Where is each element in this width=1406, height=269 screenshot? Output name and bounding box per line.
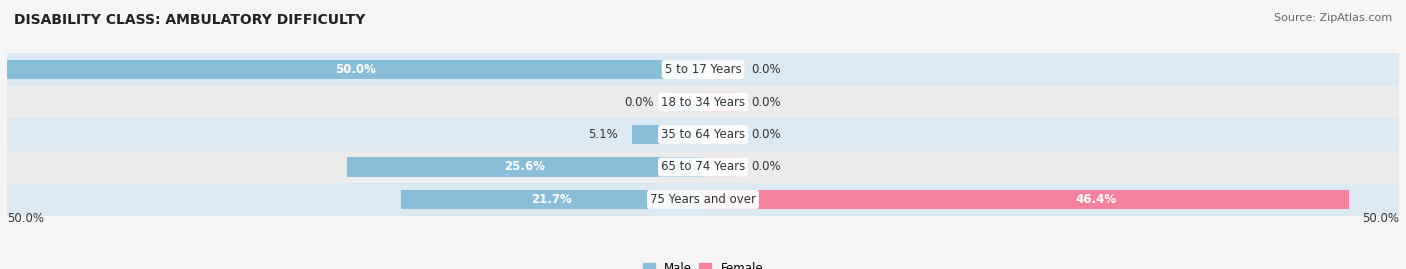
Bar	[347, 157, 703, 177]
Text: 0.0%: 0.0%	[752, 63, 782, 76]
Text: 5 to 17 Years: 5 to 17 Years	[665, 63, 741, 76]
Text: 0.0%: 0.0%	[752, 161, 782, 174]
Bar	[703, 125, 738, 144]
Bar	[7, 60, 703, 79]
Legend: Male, Female: Male, Female	[638, 258, 768, 269]
Bar	[703, 157, 738, 177]
Text: 0.0%: 0.0%	[624, 95, 654, 108]
Bar	[703, 190, 1348, 209]
Text: 35 to 64 Years: 35 to 64 Years	[661, 128, 745, 141]
Bar	[7, 86, 1399, 118]
Bar	[7, 118, 1399, 151]
Bar	[633, 125, 703, 144]
Text: 0.0%: 0.0%	[752, 128, 782, 141]
Text: 50.0%: 50.0%	[1362, 212, 1399, 225]
Text: Source: ZipAtlas.com: Source: ZipAtlas.com	[1274, 13, 1392, 23]
Text: 75 Years and over: 75 Years and over	[650, 193, 756, 206]
Bar	[7, 151, 1399, 183]
Text: 18 to 34 Years: 18 to 34 Years	[661, 95, 745, 108]
Bar	[401, 190, 703, 209]
Text: 25.6%: 25.6%	[505, 161, 546, 174]
Text: 0.0%: 0.0%	[752, 95, 782, 108]
Bar	[668, 92, 703, 112]
Text: 5.1%: 5.1%	[588, 128, 619, 141]
Text: 21.7%: 21.7%	[531, 193, 572, 206]
Text: DISABILITY CLASS: AMBULATORY DIFFICULTY: DISABILITY CLASS: AMBULATORY DIFFICULTY	[14, 13, 366, 27]
Bar	[7, 53, 1399, 86]
Text: 50.0%: 50.0%	[335, 63, 375, 76]
Bar	[703, 92, 738, 112]
Text: 50.0%: 50.0%	[7, 212, 44, 225]
Text: 65 to 74 Years: 65 to 74 Years	[661, 161, 745, 174]
Text: 46.4%: 46.4%	[1076, 193, 1116, 206]
Bar	[7, 183, 1399, 216]
Bar	[703, 60, 738, 79]
